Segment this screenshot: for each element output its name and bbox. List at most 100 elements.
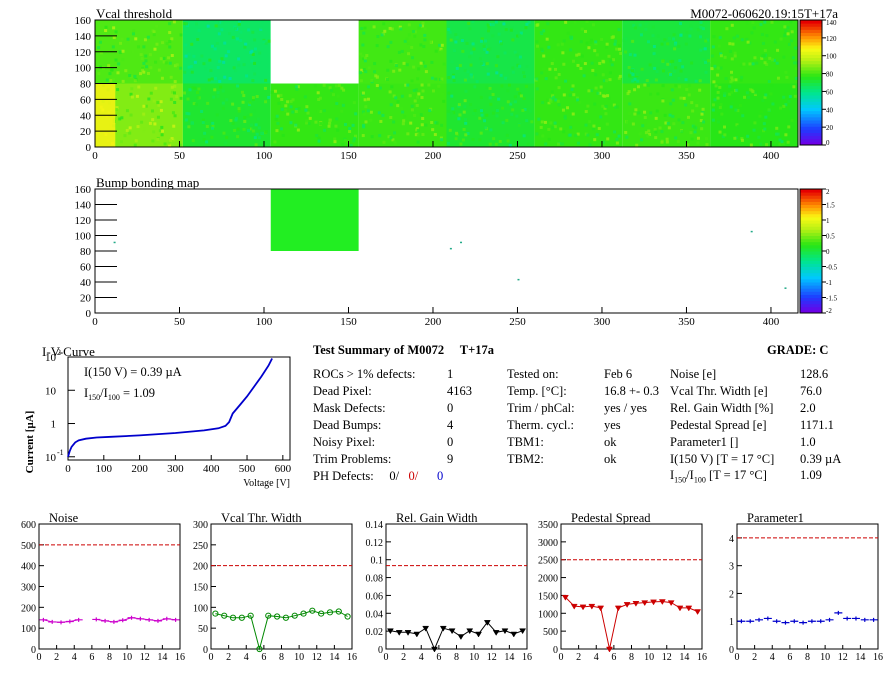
data-point [561,594,569,601]
data-point [145,617,154,622]
data-point [851,616,860,621]
x-tick-label: 250 [509,150,526,162]
x-tick-label: 150 [340,316,357,328]
small-y-tick: 0 [203,645,208,656]
y-tick-label: 20 [80,293,92,305]
small-x-tick: 4 [244,652,249,663]
summary-label: I(150 V) [T = 17 °C] [670,452,775,466]
data-point [763,616,772,621]
iv-y-tick: 1 [51,419,57,431]
data-point [74,617,83,622]
summary-label: Trim Problems: [313,452,392,466]
small-x-tick: 16 [175,652,185,663]
dead-bump-point [750,230,753,233]
colorbar-tick: 0 [826,248,830,256]
small-y-tick: 0.1 [371,556,384,567]
summary-value: 76.0 [800,384,822,398]
small-x-tick: 6 [89,652,94,663]
y-tick-label: 140 [75,31,92,43]
data-point [641,600,649,607]
data-point [614,605,622,612]
data-point [816,619,825,624]
summary-value: 4 [447,418,454,432]
y-tick-label: 160 [75,184,92,196]
bump-bonding-map: 0 50 100 150 200 250 300 350 4000204060801001201… [75,184,799,328]
colorbar-tick: 100 [826,53,837,61]
data-point [422,625,430,632]
data-point [335,608,342,615]
data-point [746,619,755,624]
data-point [658,599,666,605]
data-point [386,628,394,635]
data-point [457,634,465,640]
summary-label: Dead Bumps: [313,418,382,432]
small-x-tick: 0 [559,652,564,663]
data-point [650,599,657,606]
x-tick-label: 400 [763,316,780,328]
small-y-tick: 0 [31,645,36,656]
ph-defects-row: PH Defects: 0/ 0/ 0 [313,469,444,483]
colorbar-tick: 0.5 [826,233,835,241]
data-point [404,630,412,636]
iv-series-line [67,358,273,458]
small-x-tick: 10 [122,652,132,663]
summary-label: Trim / phCal: [507,401,575,415]
small-x-tick: 12 [140,652,150,663]
small-x-tick: 4 [419,652,424,663]
y-tick-label: 40 [80,277,92,289]
summary-value: 0 [447,435,454,449]
summary-label: TBM2: [507,452,544,466]
iv-x-tick: 0 [65,463,71,475]
x-tick-label: 300 [594,316,611,328]
data-point [309,607,316,614]
small-y-tick: 250 [193,541,208,552]
x-tick-label: 400 [763,150,780,162]
iv-y-tick-exp: -1 [57,448,64,457]
data-point [869,617,878,622]
summary-label: Noise [e] [670,367,717,381]
summary-value: ok [604,452,617,466]
small-x-tick: 14 [855,652,865,663]
data-point [597,605,605,612]
small-y-tick: 0.12 [366,538,384,549]
data-point [162,616,171,621]
data-point [291,612,298,619]
summary-value: 2.0 [800,401,816,415]
small-x-tick: 6 [436,652,441,663]
data-point [694,609,702,615]
data-point [860,617,869,622]
small-x-tick: 14 [329,652,339,663]
roc-block [534,20,623,84]
small-y-tick: 0 [729,645,734,656]
summary-label: Tested on: [507,367,559,381]
summary-label: ROCs > 1% defects: [313,367,416,381]
data-point [300,610,307,617]
iv-x-tick: 300 [167,463,184,475]
small-x-tick: 0 [384,652,389,663]
small-plot-title: Noise [49,511,79,525]
data-point [755,617,764,622]
data-point [807,619,816,624]
summary-label: Therm. cycl.: [507,418,574,432]
small-x-tick: 0 [209,652,214,663]
small-y-tick: 200 [21,603,36,614]
dead-bump-point [113,241,116,244]
summary-label: Noisy Pixel: [313,435,376,449]
small-x-tick: 4 [72,652,77,663]
data-point [475,631,482,638]
data-point [247,612,254,619]
summary-value: Feb 6 [604,367,633,381]
small-x-tick: 4 [594,652,599,663]
small-y-tick: 0.06 [366,591,384,602]
iv-xlabel: Voltage [V] [243,478,290,489]
small-x-tick: 2 [54,652,59,663]
iv-y-tick: 10 [45,352,57,364]
small-y-tick: 3 [729,562,734,573]
data-point [127,615,136,620]
colorbar-tick: -1.5 [826,295,838,303]
data-point [136,616,145,621]
small-y-tick: 0 [378,645,383,656]
colorbar-tick: 1.5 [826,202,835,210]
data-point [667,600,675,607]
